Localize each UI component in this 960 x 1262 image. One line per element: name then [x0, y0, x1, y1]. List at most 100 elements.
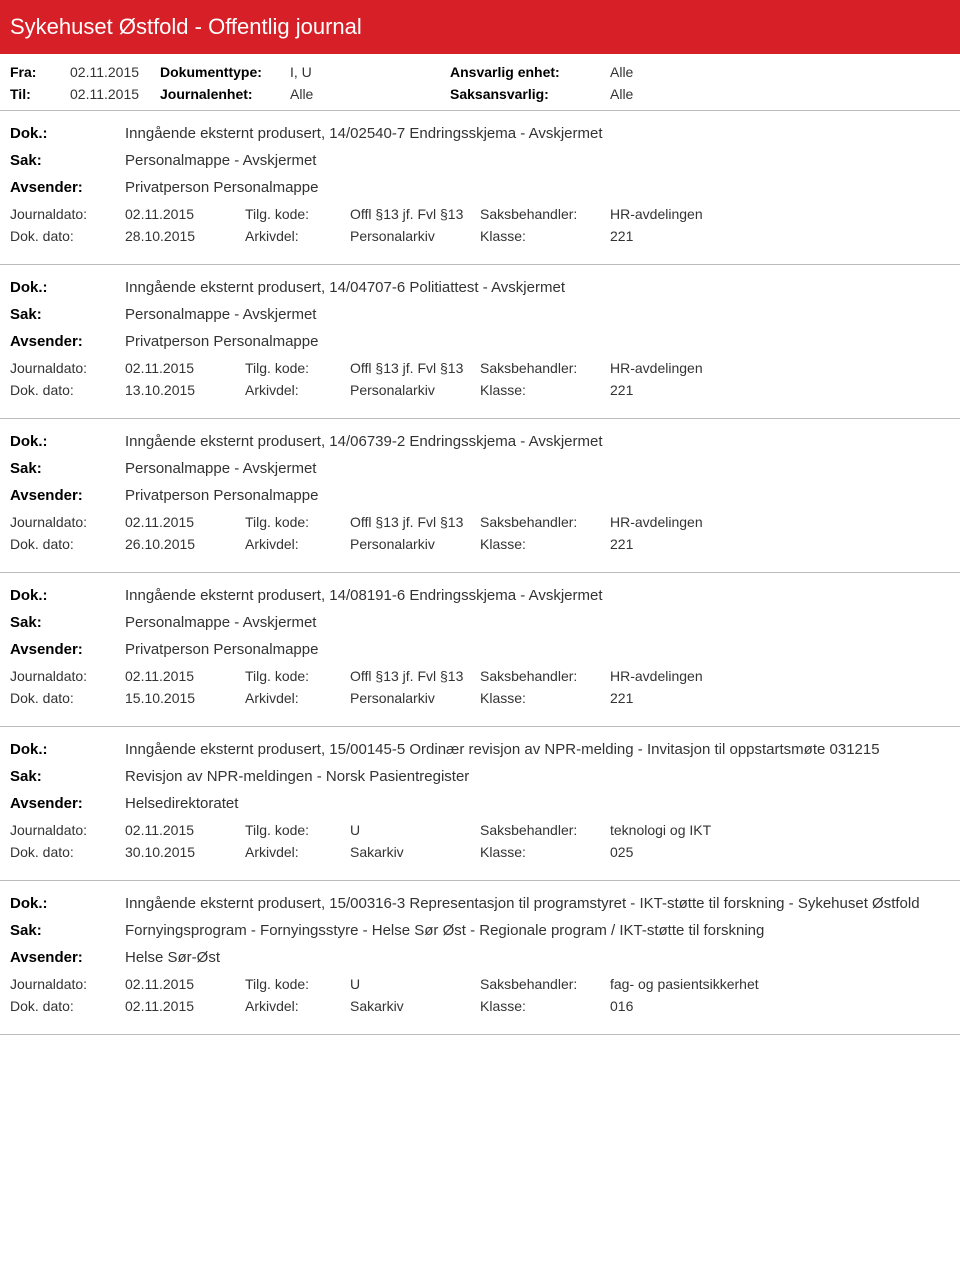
filter-saksansvarlig-value: Alle — [610, 86, 710, 102]
journaldato-label: Journaldato: — [10, 360, 125, 376]
avsender-label: Avsender: — [10, 641, 125, 658]
arkivdel-value: Personalarkiv — [350, 536, 480, 552]
klasse-value: 025 — [610, 844, 950, 860]
saksbehandler-label: Saksbehandler: — [480, 206, 610, 222]
tilgkode-label: Tilg. kode: — [245, 514, 350, 530]
dok-label: Dok.: — [10, 279, 125, 296]
tilgkode-value: Offl §13 jf. Fvl §13 — [350, 206, 480, 222]
dok-label: Dok.: — [10, 587, 125, 604]
sak-label: Sak: — [10, 768, 125, 785]
dok-label: Dok.: — [10, 741, 125, 758]
arkivdel-label: Arkivdel: — [245, 998, 350, 1014]
sak-value: Personalmappe - Avskjermet — [125, 614, 950, 631]
arkivdel-label: Arkivdel: — [245, 382, 350, 398]
journaldato-value: 02.11.2015 — [125, 206, 245, 222]
journaldato-value: 02.11.2015 — [125, 668, 245, 684]
dokdato-label: Dok. dato: — [10, 536, 125, 552]
journaldato-value: 02.11.2015 — [125, 514, 245, 530]
avsender-label: Avsender: — [10, 795, 125, 812]
tilgkode-value: Offl §13 jf. Fvl §13 — [350, 360, 480, 376]
klasse-label: Klasse: — [480, 382, 610, 398]
dokdato-value: 13.10.2015 — [125, 382, 245, 398]
klasse-value: 221 — [610, 382, 950, 398]
dok-label: Dok.: — [10, 433, 125, 450]
avsender-value: Privatperson Personalmappe — [125, 333, 950, 350]
filter-saksansvarlig-label: Saksansvarlig: — [450, 86, 610, 102]
journaldato-label: Journaldato: — [10, 976, 125, 992]
filter-doktype-value: I, U — [290, 64, 450, 80]
saksbehandler-label: Saksbehandler: — [480, 514, 610, 530]
avsender-label: Avsender: — [10, 949, 125, 966]
sak-value: Personalmappe - Avskjermet — [125, 306, 950, 323]
journal-entry: Dok.: Inngående eksternt produsert, 15/0… — [0, 727, 960, 881]
arkivdel-value: Sakarkiv — [350, 844, 480, 860]
tilgkode-label: Tilg. kode: — [245, 360, 350, 376]
klasse-label: Klasse: — [480, 690, 610, 706]
filter-doktype-label: Dokumenttype: — [160, 64, 290, 80]
journal-entry: Dok.: Inngående eksternt produsert, 15/0… — [0, 881, 960, 1035]
journaldato-value: 02.11.2015 — [125, 822, 245, 838]
dokdato-value: 28.10.2015 — [125, 228, 245, 244]
klasse-label: Klasse: — [480, 228, 610, 244]
arkivdel-value: Personalarkiv — [350, 690, 480, 706]
avsender-label: Avsender: — [10, 179, 125, 196]
journal-entry: Dok.: Inngående eksternt produsert, 14/0… — [0, 419, 960, 573]
arkivdel-label: Arkivdel: — [245, 690, 350, 706]
saksbehandler-label: Saksbehandler: — [480, 668, 610, 684]
avsender-value: Helse Sør-Øst — [125, 949, 950, 966]
saksbehandler-value: teknologi og IKT — [610, 822, 950, 838]
saksbehandler-value: HR-avdelingen — [610, 668, 950, 684]
sak-value: Personalmappe - Avskjermet — [125, 460, 950, 477]
arkivdel-label: Arkivdel: — [245, 228, 350, 244]
avsender-value: Privatperson Personalmappe — [125, 179, 950, 196]
klasse-value: 221 — [610, 228, 950, 244]
dokdato-value: 02.11.2015 — [125, 998, 245, 1014]
dok-value: Inngående eksternt produsert, 14/06739-2… — [125, 433, 950, 450]
page-title: Sykehuset Østfold - Offentlig journal — [10, 14, 950, 40]
klasse-value: 016 — [610, 998, 950, 1014]
saksbehandler-label: Saksbehandler: — [480, 360, 610, 376]
journaldato-label: Journaldato: — [10, 514, 125, 530]
arkivdel-value: Personalarkiv — [350, 228, 480, 244]
dok-value: Inngående eksternt produsert, 14/02540-7… — [125, 125, 950, 142]
journaldato-label: Journaldato: — [10, 668, 125, 684]
avsender-value: Privatperson Personalmappe — [125, 641, 950, 658]
sak-value: Fornyingsprogram - Fornyingsstyre - Hels… — [125, 922, 950, 939]
dokdato-value: 26.10.2015 — [125, 536, 245, 552]
sak-value: Personalmappe - Avskjermet — [125, 152, 950, 169]
arkivdel-value: Personalarkiv — [350, 382, 480, 398]
filter-ansvarlig-value: Alle — [610, 64, 710, 80]
avsender-value: Privatperson Personalmappe — [125, 487, 950, 504]
tilgkode-label: Tilg. kode: — [245, 668, 350, 684]
saksbehandler-value: HR-avdelingen — [610, 514, 950, 530]
tilgkode-value: Offl §13 jf. Fvl §13 — [350, 668, 480, 684]
header: Sykehuset Østfold - Offentlig journal — [0, 0, 960, 54]
journaldato-value: 02.11.2015 — [125, 976, 245, 992]
filter-journalenhet-label: Journalenhet: — [160, 86, 290, 102]
klasse-label: Klasse: — [480, 998, 610, 1014]
avsender-label: Avsender: — [10, 487, 125, 504]
arkivdel-label: Arkivdel: — [245, 844, 350, 860]
sak-value: Revisjon av NPR-meldingen - Norsk Pasien… — [125, 768, 950, 785]
journaldato-label: Journaldato: — [10, 822, 125, 838]
journal-entry: Dok.: Inngående eksternt produsert, 14/0… — [0, 573, 960, 727]
filter-ansvarlig-label: Ansvarlig enhet: — [450, 64, 610, 80]
dok-value: Inngående eksternt produsert, 15/00145-5… — [125, 741, 950, 758]
dokdato-label: Dok. dato: — [10, 382, 125, 398]
dok-value: Inngående eksternt produsert, 14/04707-6… — [125, 279, 950, 296]
sak-label: Sak: — [10, 152, 125, 169]
dok-value: Inngående eksternt produsert, 14/08191-6… — [125, 587, 950, 604]
tilgkode-value: U — [350, 976, 480, 992]
dok-label: Dok.: — [10, 125, 125, 142]
filter-fra-value: 02.11.2015 — [70, 64, 160, 80]
dokdato-value: 30.10.2015 — [125, 844, 245, 860]
saksbehandler-label: Saksbehandler: — [480, 976, 610, 992]
tilgkode-label: Tilg. kode: — [245, 822, 350, 838]
filter-fra-label: Fra: — [10, 64, 70, 80]
klasse-value: 221 — [610, 536, 950, 552]
tilgkode-label: Tilg. kode: — [245, 206, 350, 222]
dok-value: Inngående eksternt produsert, 15/00316-3… — [125, 895, 950, 912]
tilgkode-value: Offl §13 jf. Fvl §13 — [350, 514, 480, 530]
sak-label: Sak: — [10, 614, 125, 631]
klasse-value: 221 — [610, 690, 950, 706]
